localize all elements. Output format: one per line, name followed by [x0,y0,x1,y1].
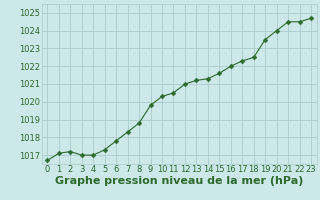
X-axis label: Graphe pression niveau de la mer (hPa): Graphe pression niveau de la mer (hPa) [55,176,303,186]
